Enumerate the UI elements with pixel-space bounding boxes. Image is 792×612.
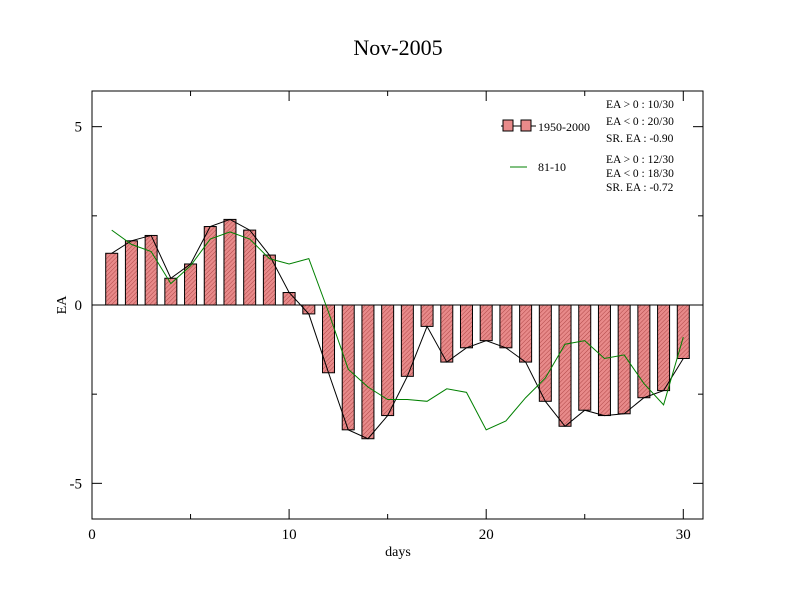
bar-day-14 bbox=[361, 304, 375, 440]
bar-day-4 bbox=[164, 277, 178, 306]
x-axis-label: days bbox=[385, 545, 411, 560]
bar-day-20 bbox=[479, 304, 493, 342]
bar-day-27 bbox=[617, 304, 631, 415]
bars-layer bbox=[105, 218, 690, 440]
y-axis-label: EA bbox=[55, 295, 70, 315]
series-line-1950-2000 bbox=[111, 218, 684, 440]
legend-label-81-10: 81-10 bbox=[538, 160, 566, 174]
lines-layer bbox=[92, 218, 703, 440]
stat-81-10-sr: SR. EA : -0.72 bbox=[606, 182, 674, 194]
x-tick-label-30: 30 bbox=[676, 527, 691, 543]
bar-day-29 bbox=[657, 304, 671, 392]
bar-day-23 bbox=[538, 304, 552, 402]
bar-day-8 bbox=[243, 229, 257, 306]
legend-label-1950-2000: 1950-2000 bbox=[538, 120, 590, 134]
x-tick-label-10: 10 bbox=[282, 527, 297, 543]
stat-1950-2000-negative: EA < 0 : 20/30 bbox=[606, 116, 674, 128]
x-tick-label-0: 0 bbox=[88, 527, 96, 543]
bar-day-19 bbox=[459, 304, 473, 349]
y-tick-label-0: 0 bbox=[75, 298, 83, 314]
y-tick-label--5: -5 bbox=[70, 476, 83, 492]
bar-day-26 bbox=[597, 304, 611, 417]
y-tick-label-5: 5 bbox=[75, 120, 83, 136]
stat-81-10-negative: EA < 0 : 18/30 bbox=[606, 168, 674, 180]
bar-day-10 bbox=[282, 292, 296, 306]
bar-day-24 bbox=[558, 304, 572, 427]
x-tick-label-20: 20 bbox=[479, 527, 494, 543]
legend-swatch-left bbox=[502, 119, 514, 132]
bar-day-13 bbox=[341, 304, 355, 431]
bar-day-17 bbox=[420, 304, 434, 327]
legend: 1950-2000 81-10 EA > 0 : 10/30 EA < 0 : … bbox=[501, 99, 674, 194]
stat-81-10-positive: EA > 0 : 12/30 bbox=[606, 154, 674, 166]
bar-day-21 bbox=[499, 304, 513, 349]
series-line-81-10 bbox=[111, 229, 684, 431]
chart-title: Nov-2005 bbox=[353, 35, 442, 60]
bar-day-12 bbox=[322, 304, 336, 374]
stat-1950-2000-sr: SR. EA : -0.90 bbox=[606, 133, 674, 145]
bar-day-25 bbox=[578, 304, 592, 411]
bar-day-3 bbox=[144, 234, 158, 306]
stat-1950-2000-positive: EA > 0 : 10/30 bbox=[606, 99, 674, 111]
bar-day-6 bbox=[203, 226, 217, 306]
bar-day-22 bbox=[519, 304, 533, 363]
bar-day-1 bbox=[105, 252, 119, 306]
legend-swatch-right bbox=[520, 119, 532, 132]
ticks-layer: 0 10 20 30 -5 0 5 bbox=[70, 91, 703, 543]
bar-day-2 bbox=[124, 240, 138, 306]
